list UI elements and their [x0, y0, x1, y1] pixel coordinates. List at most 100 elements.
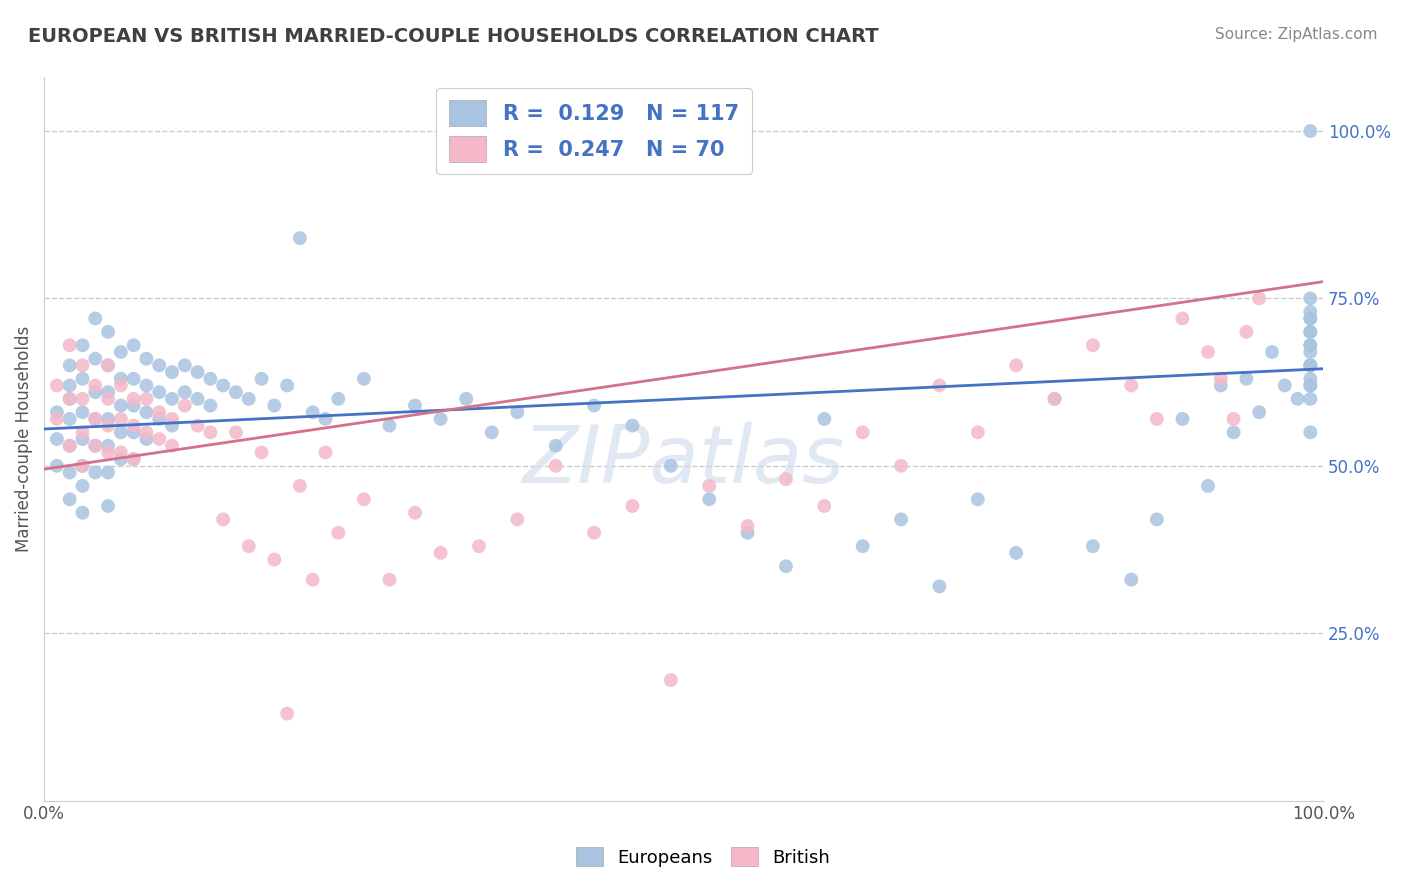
Point: [212, 512, 235, 526]
Point: [59, 412, 82, 426]
Point: [59, 338, 82, 352]
Point: [544, 439, 567, 453]
Point: [813, 412, 835, 426]
Point: [1299, 378, 1322, 392]
Point: [1299, 325, 1322, 339]
Point: [110, 452, 132, 467]
Point: [1222, 425, 1244, 440]
Text: ZIPatlas: ZIPatlas: [523, 422, 845, 500]
Point: [84, 412, 107, 426]
Point: [72, 458, 94, 473]
Point: [378, 418, 401, 433]
Point: [263, 552, 285, 566]
Legend: R =  0.129   N = 117, R =  0.247   N = 70: R = 0.129 N = 117, R = 0.247 N = 70: [436, 87, 752, 174]
Point: [97, 359, 120, 373]
Point: [481, 425, 503, 440]
Point: [45, 432, 67, 446]
Point: [173, 359, 195, 373]
Point: [1299, 292, 1322, 306]
Point: [200, 372, 222, 386]
Point: [583, 399, 606, 413]
Point: [110, 372, 132, 386]
Point: [97, 445, 120, 459]
Point: [852, 425, 875, 440]
Point: [84, 385, 107, 400]
Point: [110, 425, 132, 440]
Point: [353, 492, 375, 507]
Point: [1209, 378, 1232, 392]
Point: [59, 466, 82, 480]
Point: [110, 378, 132, 392]
Point: [1299, 425, 1322, 440]
Point: [135, 432, 157, 446]
Point: [72, 458, 94, 473]
Point: [456, 392, 478, 406]
Point: [1299, 345, 1322, 359]
Point: [173, 385, 195, 400]
Point: [1081, 338, 1104, 352]
Point: [1286, 392, 1309, 406]
Point: [110, 445, 132, 459]
Point: [1299, 392, 1322, 406]
Point: [468, 539, 491, 553]
Point: [200, 399, 222, 413]
Point: [122, 399, 145, 413]
Point: [378, 573, 401, 587]
Point: [429, 412, 451, 426]
Point: [84, 351, 107, 366]
Point: [737, 519, 759, 533]
Point: [187, 392, 209, 406]
Point: [697, 492, 720, 507]
Point: [1146, 412, 1168, 426]
Point: [288, 231, 311, 245]
Point: [1299, 124, 1322, 138]
Point: [84, 311, 107, 326]
Point: [59, 392, 82, 406]
Point: [97, 439, 120, 453]
Point: [1249, 292, 1271, 306]
Point: [1234, 372, 1257, 386]
Point: [928, 378, 950, 392]
Point: [1299, 325, 1322, 339]
Point: [506, 512, 529, 526]
Point: [263, 399, 285, 413]
Point: [59, 392, 82, 406]
Point: [212, 378, 235, 392]
Point: [506, 405, 529, 419]
Point: [1299, 338, 1322, 352]
Point: [621, 418, 644, 433]
Point: [659, 458, 682, 473]
Point: [173, 399, 195, 413]
Point: [72, 506, 94, 520]
Point: [1274, 378, 1296, 392]
Point: [200, 425, 222, 440]
Point: [1197, 345, 1219, 359]
Point: [97, 418, 120, 433]
Point: [544, 458, 567, 473]
Point: [110, 345, 132, 359]
Point: [276, 378, 298, 392]
Point: [72, 432, 94, 446]
Point: [928, 579, 950, 593]
Point: [110, 399, 132, 413]
Point: [72, 405, 94, 419]
Point: [59, 439, 82, 453]
Point: [97, 466, 120, 480]
Point: [59, 492, 82, 507]
Point: [1146, 512, 1168, 526]
Point: [404, 399, 426, 413]
Point: [1261, 345, 1284, 359]
Point: [1005, 546, 1028, 560]
Point: [97, 412, 120, 426]
Point: [1043, 392, 1066, 406]
Point: [148, 432, 170, 446]
Point: [160, 418, 183, 433]
Point: [160, 365, 183, 379]
Point: [84, 378, 107, 392]
Point: [890, 458, 912, 473]
Point: [621, 499, 644, 513]
Point: [276, 706, 298, 721]
Point: [97, 392, 120, 406]
Point: [59, 359, 82, 373]
Point: [315, 412, 337, 426]
